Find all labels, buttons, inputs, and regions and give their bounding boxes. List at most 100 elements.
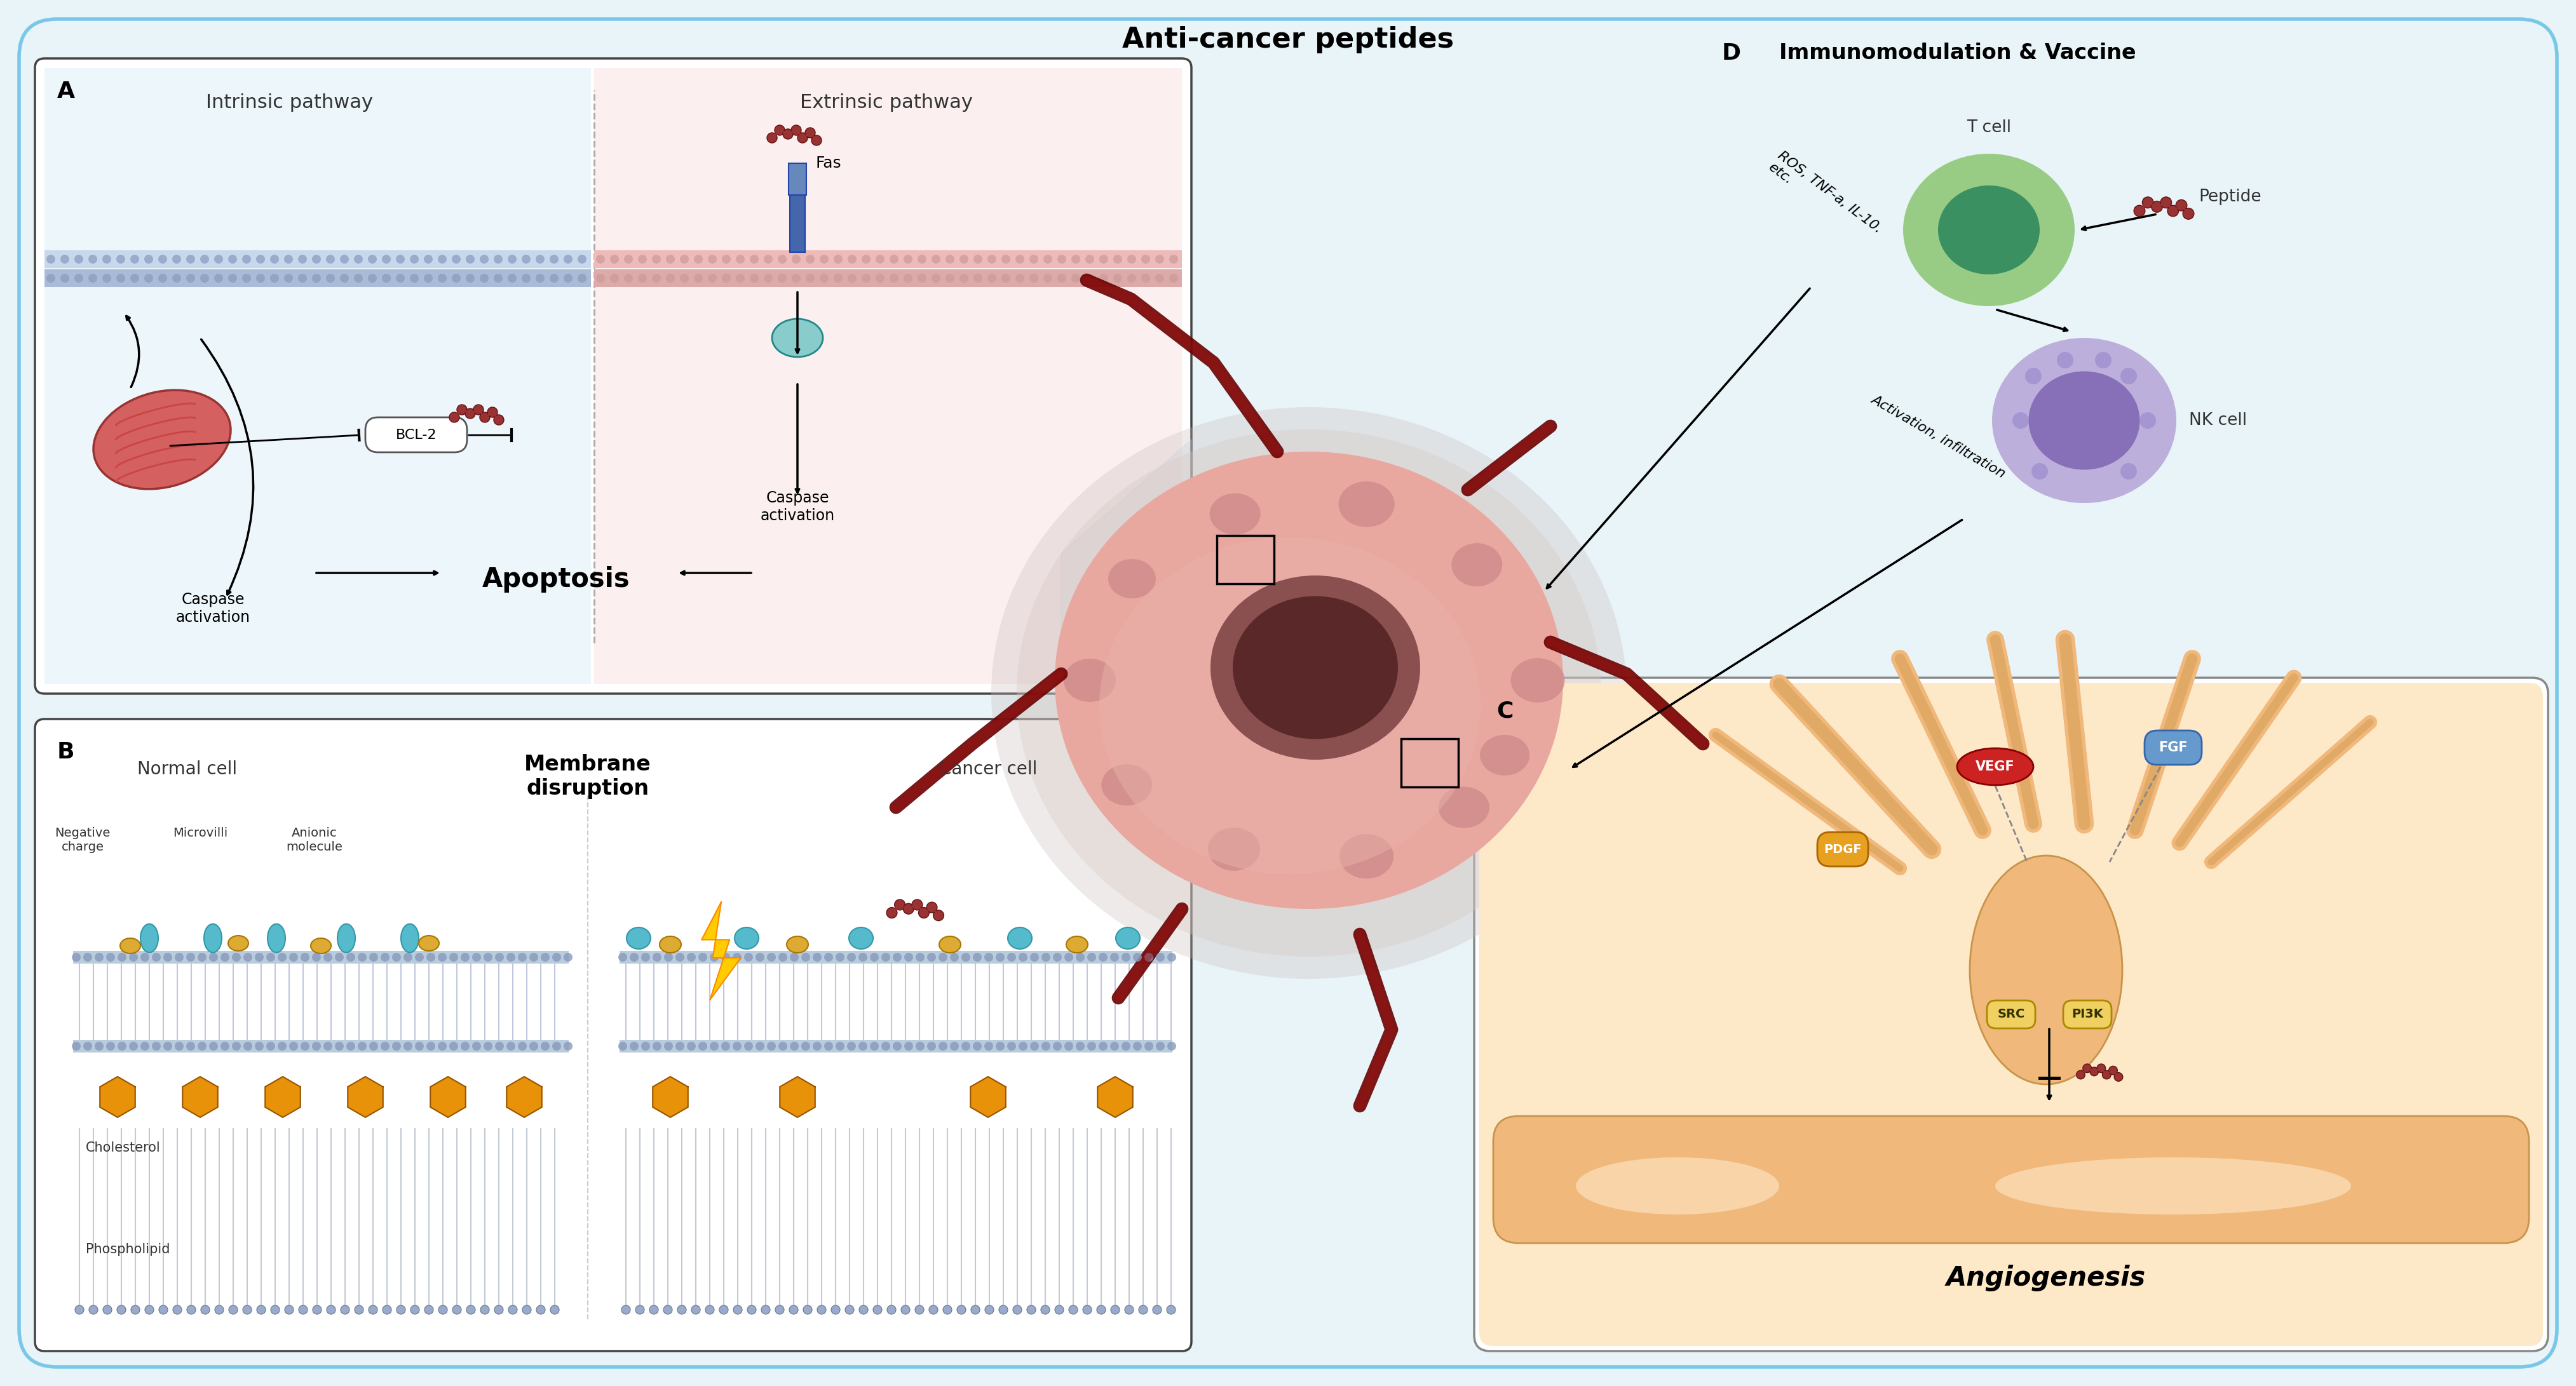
Circle shape bbox=[265, 952, 276, 962]
Circle shape bbox=[984, 1042, 994, 1051]
Circle shape bbox=[549, 255, 559, 263]
Circle shape bbox=[72, 1042, 80, 1051]
Circle shape bbox=[1015, 274, 1025, 283]
Circle shape bbox=[466, 409, 477, 419]
Circle shape bbox=[495, 255, 502, 263]
Circle shape bbox=[904, 1042, 912, 1051]
Ellipse shape bbox=[1437, 787, 1489, 827]
Text: VEGF: VEGF bbox=[1976, 761, 2014, 773]
Circle shape bbox=[1030, 255, 1038, 263]
Text: Caspase
activation: Caspase activation bbox=[760, 491, 835, 524]
Circle shape bbox=[518, 1042, 526, 1051]
Circle shape bbox=[312, 1306, 322, 1314]
Circle shape bbox=[1157, 952, 1164, 962]
Circle shape bbox=[88, 255, 98, 263]
Circle shape bbox=[677, 1306, 685, 1314]
Circle shape bbox=[951, 952, 958, 962]
Circle shape bbox=[1139, 1306, 1146, 1314]
Circle shape bbox=[461, 952, 469, 962]
Circle shape bbox=[397, 1306, 404, 1314]
Circle shape bbox=[623, 274, 634, 283]
Circle shape bbox=[466, 255, 474, 263]
Circle shape bbox=[791, 952, 799, 962]
Circle shape bbox=[1007, 1042, 1015, 1051]
Circle shape bbox=[278, 1042, 286, 1051]
Circle shape bbox=[82, 1042, 93, 1051]
Circle shape bbox=[811, 1042, 822, 1051]
Circle shape bbox=[1121, 1042, 1131, 1051]
Circle shape bbox=[327, 255, 335, 263]
Circle shape bbox=[930, 1306, 938, 1314]
Ellipse shape bbox=[229, 936, 247, 951]
Circle shape bbox=[75, 274, 82, 283]
Circle shape bbox=[721, 1042, 729, 1051]
Circle shape bbox=[495, 274, 502, 283]
Circle shape bbox=[1054, 1306, 1064, 1314]
Circle shape bbox=[2177, 200, 2187, 211]
Circle shape bbox=[173, 255, 180, 263]
Polygon shape bbox=[183, 1077, 219, 1117]
Circle shape bbox=[340, 1306, 350, 1314]
Ellipse shape bbox=[1450, 543, 1502, 586]
FancyBboxPatch shape bbox=[1986, 1001, 2035, 1028]
Circle shape bbox=[595, 274, 605, 283]
Circle shape bbox=[876, 274, 884, 283]
Circle shape bbox=[1043, 274, 1051, 283]
Circle shape bbox=[778, 255, 786, 263]
Circle shape bbox=[873, 1306, 881, 1314]
Circle shape bbox=[636, 1306, 644, 1314]
Ellipse shape bbox=[1510, 658, 1564, 703]
Circle shape bbox=[397, 274, 404, 283]
Circle shape bbox=[577, 255, 587, 263]
Circle shape bbox=[131, 1306, 139, 1314]
Circle shape bbox=[88, 274, 98, 283]
Circle shape bbox=[1077, 952, 1084, 962]
Text: Peptide: Peptide bbox=[2197, 188, 2262, 205]
Circle shape bbox=[144, 274, 152, 283]
Circle shape bbox=[495, 414, 505, 426]
Ellipse shape bbox=[1115, 927, 1141, 949]
Circle shape bbox=[222, 952, 229, 962]
Circle shape bbox=[1054, 952, 1061, 962]
Circle shape bbox=[750, 274, 760, 283]
Circle shape bbox=[75, 255, 82, 263]
Circle shape bbox=[768, 952, 775, 962]
Circle shape bbox=[886, 908, 896, 918]
Circle shape bbox=[719, 1306, 729, 1314]
Circle shape bbox=[886, 1306, 896, 1314]
Circle shape bbox=[299, 1306, 307, 1314]
Ellipse shape bbox=[142, 924, 157, 952]
Circle shape bbox=[265, 1042, 276, 1051]
Text: Fas: Fas bbox=[814, 155, 840, 170]
Circle shape bbox=[103, 1306, 111, 1314]
Ellipse shape bbox=[1007, 927, 1033, 949]
Text: T cell: T cell bbox=[1965, 119, 2012, 136]
Circle shape bbox=[904, 952, 912, 962]
Circle shape bbox=[242, 1306, 252, 1314]
Circle shape bbox=[116, 1306, 126, 1314]
Circle shape bbox=[528, 952, 538, 962]
Circle shape bbox=[270, 1306, 281, 1314]
Circle shape bbox=[920, 908, 930, 918]
Circle shape bbox=[160, 1306, 167, 1314]
Circle shape bbox=[428, 1042, 435, 1051]
Circle shape bbox=[1030, 952, 1038, 962]
Circle shape bbox=[1043, 255, 1051, 263]
Bar bbox=[44, 68, 590, 685]
Circle shape bbox=[611, 255, 618, 263]
Circle shape bbox=[999, 1306, 1007, 1314]
Circle shape bbox=[144, 255, 152, 263]
Circle shape bbox=[152, 952, 160, 962]
Circle shape bbox=[1167, 1042, 1177, 1051]
Circle shape bbox=[242, 952, 252, 962]
Ellipse shape bbox=[1100, 538, 1481, 875]
Circle shape bbox=[106, 1042, 116, 1051]
Circle shape bbox=[1167, 1306, 1175, 1314]
Text: Anti-cancer peptides: Anti-cancer peptides bbox=[1123, 26, 1453, 53]
Circle shape bbox=[1030, 1042, 1038, 1051]
Circle shape bbox=[577, 274, 587, 283]
Polygon shape bbox=[430, 1077, 466, 1117]
Circle shape bbox=[698, 1042, 708, 1051]
Text: Angiogenesis: Angiogenesis bbox=[1947, 1264, 2146, 1292]
Circle shape bbox=[623, 255, 634, 263]
